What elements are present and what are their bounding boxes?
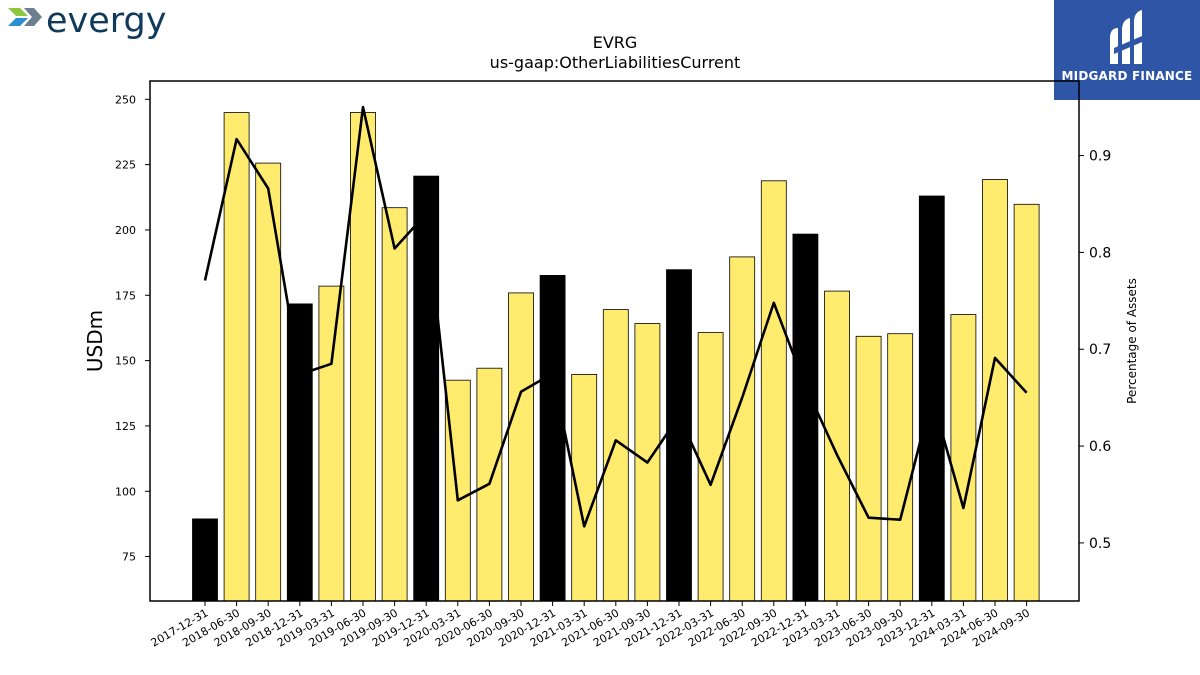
y2-tick-label: 0.6 xyxy=(1089,439,1111,455)
y2-tick-label: 0.7 xyxy=(1089,342,1111,358)
bar-2018-09-30 xyxy=(255,162,282,602)
x-axis: 2017-12-312018-06-302018-09-302018-12-31… xyxy=(149,601,1032,650)
bar-2018-12-31 xyxy=(286,303,313,602)
brand-wordmark: evergy xyxy=(46,2,166,41)
y-tick-label: 150 xyxy=(115,355,136,368)
brand-logo: evergy xyxy=(8,2,166,41)
logo-arrow-right-icon xyxy=(24,8,42,26)
bar-2019-12-31 xyxy=(413,175,440,602)
y2-tick-label: 0.8 xyxy=(1089,245,1111,261)
bar-2020-09-30 xyxy=(508,292,534,602)
y-tick-label: 125 xyxy=(115,420,136,433)
bar-2022-06-30 xyxy=(729,256,756,602)
y-tick-label: 200 xyxy=(115,224,136,237)
chart-subtitle: us-gaap:OtherLiabilitiesCurrent xyxy=(490,53,741,72)
bar-2019-09-30 xyxy=(381,207,408,602)
publisher-logo-icon xyxy=(1110,10,1142,64)
bar-2024-06-30 xyxy=(982,179,1008,602)
bar-2018-06-30 xyxy=(223,112,250,602)
line-group xyxy=(203,105,1028,528)
bar-2019-03-31 xyxy=(318,285,345,602)
logo-arrow-top-icon xyxy=(8,8,28,16)
y-axis: 75 100 125 150 175 200 225 250 xyxy=(115,93,150,564)
y2-tick-label: 0.5 xyxy=(1089,536,1111,552)
bar-2022-09-30 xyxy=(760,180,787,602)
chart-title: EVRG xyxy=(593,33,638,52)
y-tick-label: 250 xyxy=(115,93,136,106)
y-tick-label: 100 xyxy=(115,485,136,498)
y-tick-label: 75 xyxy=(122,551,136,564)
y-tick-label: 225 xyxy=(115,159,136,172)
y-tick-label: 175 xyxy=(115,289,136,302)
bar-2017-12-31 xyxy=(192,518,218,602)
bar-2022-12-31 xyxy=(792,233,819,602)
publisher-badge: MIDGARD FINANCE xyxy=(1054,0,1200,100)
y2-axis: 0.5 0.6 0.7 0.8 0.9 xyxy=(1079,149,1111,552)
bar-2021-06-30 xyxy=(602,309,629,602)
bar-2024-09-30 xyxy=(1013,203,1040,602)
bar-2023-09-30 xyxy=(887,333,914,602)
publisher-name: MIDGARD FINANCE xyxy=(1061,69,1193,83)
bar-2024-03-31 xyxy=(950,314,977,602)
logo-arrow-bottom-icon xyxy=(8,18,28,26)
y2-axis-label: Percentage of Assets xyxy=(1125,278,1139,404)
bar-2023-03-31 xyxy=(824,290,850,602)
plot-frame xyxy=(149,80,1080,602)
y2-tick-label: 0.9 xyxy=(1089,149,1111,165)
bar-2020-12-31 xyxy=(539,274,566,602)
y-axis-label: USDm xyxy=(83,310,107,372)
bar-group xyxy=(192,112,1040,602)
bar-2023-06-30 xyxy=(855,335,882,602)
percentage-line xyxy=(203,105,1028,528)
